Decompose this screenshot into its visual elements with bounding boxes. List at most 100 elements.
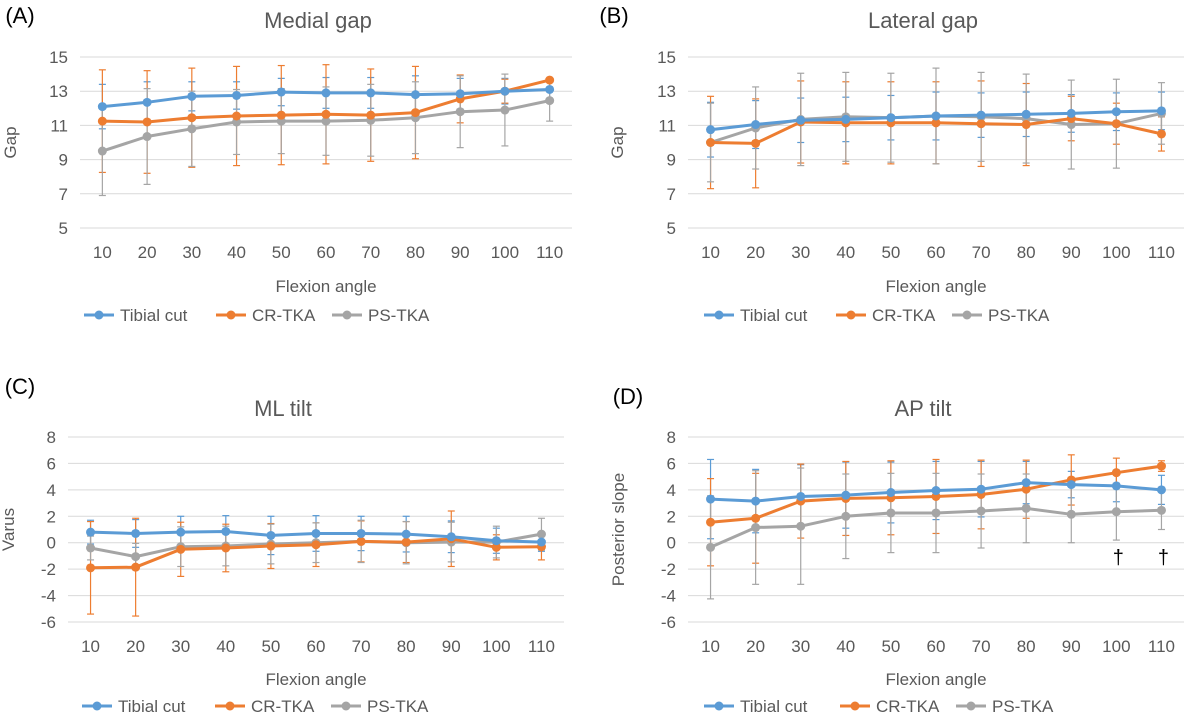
x-tick-label: 110: [536, 243, 563, 262]
x-tick-label: 40: [227, 243, 246, 262]
data-point: [706, 517, 716, 527]
legend-label: CR-TKA: [252, 306, 316, 325]
panel-label-a: (A): [5, 3, 34, 28]
x-tick-label: 30: [791, 243, 810, 262]
x-tick-label: 70: [972, 637, 991, 656]
legend-label: CR-TKA: [872, 306, 936, 325]
x-tick-label: 70: [972, 243, 991, 262]
data-point: [976, 506, 986, 516]
series-markers-a-tibial-cut: [97, 84, 555, 112]
x-tick-label: 10: [701, 637, 720, 656]
y-tick-labels-b: 5 7 9 11 13 15: [657, 48, 676, 238]
data-point: [1156, 505, 1166, 515]
data-point: [931, 486, 941, 496]
x-tick-label: 80: [1017, 243, 1036, 262]
panel-a: (A) Medial gap 5 7 9 11 13 15 10 20 30 40 50 60 70 80 90…: [1, 3, 572, 325]
data-point: [706, 125, 716, 135]
data-point: [187, 91, 197, 101]
data-point: [176, 527, 186, 537]
data-point: [706, 542, 716, 552]
chart-title-d: AP tilt: [894, 396, 951, 421]
legend-a: Tibial cut CR-TKA PS-TKA: [84, 306, 430, 325]
data-point: [1111, 107, 1121, 117]
x-tick-label: 110: [1148, 637, 1175, 656]
data-point: [536, 537, 546, 547]
data-point: [131, 552, 141, 562]
panel-label-d: (D): [613, 384, 644, 409]
legend-label: Tibial cut: [120, 306, 188, 325]
data-point: [455, 107, 465, 117]
data-point: [751, 496, 761, 506]
y-tick-label: 11: [658, 116, 676, 135]
x-tick-label: 110: [528, 637, 555, 656]
legend-marker: [225, 701, 235, 711]
data-point: [976, 110, 986, 120]
data-point: [266, 541, 276, 551]
legend-marker: [94, 310, 104, 320]
data-point: [1021, 478, 1031, 488]
y-tick-label: 13: [657, 82, 676, 101]
data-point: [366, 88, 376, 98]
data-point: [751, 138, 761, 148]
x-tick-label: 70: [361, 243, 380, 262]
x-tick-labels-c: 10 20 30 40 50 60 70 80 90 100 110: [81, 637, 555, 656]
data-point: [931, 118, 941, 128]
x-tick-label: 60: [317, 243, 336, 262]
legend-b: Tibial cut CR-TKA PS-TKA: [704, 306, 1050, 325]
x-axis-label-a: Flexion angle: [275, 277, 376, 296]
data-point: [1021, 120, 1031, 130]
annotation-dagger: †: [1158, 547, 1169, 569]
legend-label: Tibial cut: [740, 306, 808, 325]
data-point: [321, 109, 331, 119]
data-point: [97, 116, 107, 126]
series-markers-b-tibial-cut: [706, 106, 1166, 135]
data-point: [931, 111, 941, 121]
data-point: [131, 528, 141, 538]
y-axis-label-d: Posterior slope: [609, 473, 628, 586]
data-point: [706, 138, 716, 147]
data-point: [886, 508, 896, 518]
y-tick-label: 5: [59, 219, 68, 238]
y-tick-label: 9: [59, 151, 68, 170]
x-tick-labels-a: 10 20 30 40 50 60 70 80 90 100 110: [93, 243, 563, 262]
data-point: [1021, 484, 1031, 494]
data-point: [706, 494, 716, 504]
y-tick-label: 8: [47, 428, 56, 447]
data-point: [976, 119, 986, 129]
legend-marker: [850, 701, 860, 711]
y-tick-label: 13: [49, 82, 68, 101]
y-tick-label: 11: [50, 116, 68, 135]
y-tick-label: 9: [667, 151, 676, 170]
y-tick-label: 8: [667, 428, 676, 447]
x-tick-label: 50: [881, 637, 900, 656]
legend-c: Tibial cut CR-TKA PS-TKA: [82, 697, 429, 716]
data-point: [366, 110, 376, 120]
data-point: [311, 528, 321, 538]
y-tick-label: 7: [667, 185, 676, 204]
x-tick-label: 90: [1062, 637, 1081, 656]
legend-d: Tibial cut CR-TKA PS-TKA: [704, 697, 1054, 716]
data-point: [356, 528, 366, 538]
data-point: [545, 96, 555, 106]
x-tick-label: 30: [171, 637, 190, 656]
data-point: [276, 110, 286, 120]
y-tick-labels-d: -6 -4 -2 0 2 4 6 8: [661, 428, 676, 632]
x-tick-label: 110: [1148, 243, 1175, 262]
data-point: [886, 488, 896, 497]
data-point: [321, 116, 331, 126]
data-point: [491, 542, 501, 552]
data-point: [931, 508, 941, 518]
error-bars-a-cr-tka: [98, 64, 509, 174]
legend-label: PS-TKA: [992, 697, 1054, 716]
x-tick-label: 10: [81, 637, 100, 656]
legend-label: PS-TKA: [368, 306, 430, 325]
data-point: [796, 521, 806, 531]
legend-marker: [846, 310, 856, 320]
y-tick-label: 7: [59, 185, 68, 204]
data-point: [1156, 461, 1166, 471]
y-axis-label-c: Varus: [0, 508, 18, 551]
x-tick-label: 100: [1102, 637, 1130, 656]
y-tick-label: -6: [661, 613, 676, 632]
y-tick-labels-c: -6 -4 -2 0 2 4 6 8: [41, 428, 56, 632]
